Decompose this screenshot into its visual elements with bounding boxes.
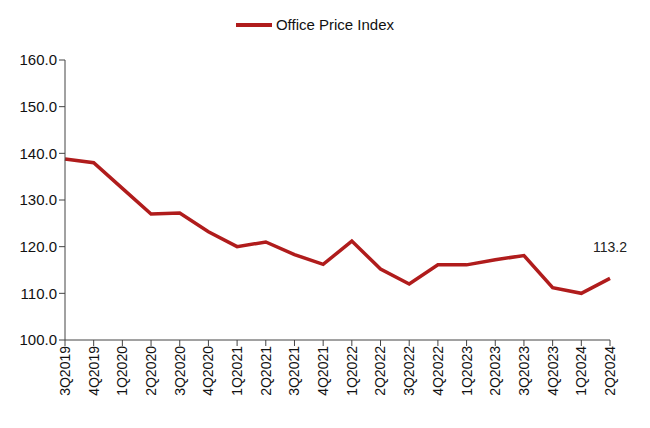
svg-text:140.0: 140.0 xyxy=(19,145,57,162)
svg-text:4Q2021: 4Q2021 xyxy=(315,346,331,396)
svg-text:3Q2023: 3Q2023 xyxy=(516,346,532,396)
svg-text:2Q2024: 2Q2024 xyxy=(602,346,618,396)
svg-text:120.0: 120.0 xyxy=(19,238,57,255)
svg-text:2Q2022: 2Q2022 xyxy=(372,346,388,396)
svg-text:100.0: 100.0 xyxy=(19,331,57,348)
svg-text:160.0: 160.0 xyxy=(19,51,57,68)
svg-text:1Q2022: 1Q2022 xyxy=(344,346,360,396)
svg-text:4Q2019: 4Q2019 xyxy=(86,346,102,396)
svg-text:113.2: 113.2 xyxy=(593,239,627,255)
svg-text:3Q2021: 3Q2021 xyxy=(286,346,302,396)
svg-text:1Q2021: 1Q2021 xyxy=(229,346,245,396)
svg-text:4Q2020: 4Q2020 xyxy=(200,346,216,396)
svg-text:2Q2023: 2Q2023 xyxy=(487,346,503,396)
svg-text:3Q2019: 3Q2019 xyxy=(57,346,73,396)
svg-text:3Q2020: 3Q2020 xyxy=(172,346,188,396)
svg-text:130.0: 130.0 xyxy=(19,191,57,208)
svg-text:1Q2023: 1Q2023 xyxy=(459,346,475,396)
svg-text:110.0: 110.0 xyxy=(21,285,57,302)
html-text:Office Price Index: Office Price Index xyxy=(275,16,395,33)
svg-text:2Q2020: 2Q2020 xyxy=(143,346,159,396)
svg-text:150.0: 150.0 xyxy=(19,98,57,115)
svg-text:4Q2022: 4Q2022 xyxy=(430,346,446,396)
svg-text:4Q2023: 4Q2023 xyxy=(545,346,561,396)
svg-text:1Q2020: 1Q2020 xyxy=(114,346,130,396)
svg-text:1Q2024: 1Q2024 xyxy=(573,346,589,396)
svg-text:2Q2021: 2Q2021 xyxy=(258,346,274,396)
svg-text:3Q2022: 3Q2022 xyxy=(401,346,417,396)
